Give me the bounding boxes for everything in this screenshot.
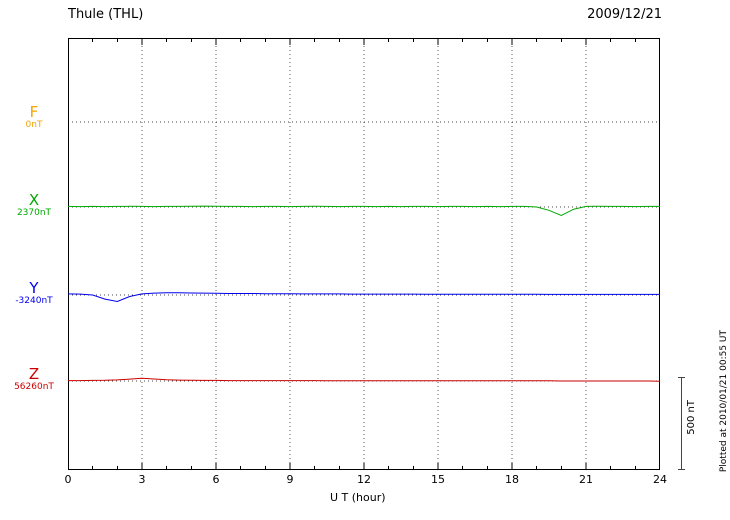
- x-axis-label: U T (hour): [330, 491, 386, 504]
- xtick-18: 18: [505, 473, 519, 486]
- channel-baseline-y: -3240nT: [15, 295, 53, 306]
- scale-bar-tick-bottom: [678, 469, 685, 470]
- xtick-21: 21: [579, 473, 593, 486]
- xtick-9: 9: [286, 473, 294, 486]
- xtick-0: 0: [64, 473, 72, 486]
- scale-bar-tick-top: [678, 377, 685, 378]
- channel-letter-f: F: [29, 103, 39, 121]
- xtick-12: 12: [357, 473, 371, 486]
- page-title: Thule (THL): [68, 7, 144, 22]
- date-label: 2009/12/21: [587, 7, 662, 22]
- channel-baseline-z: 56260nT: [14, 381, 54, 392]
- channel-letter-z: Z: [28, 365, 40, 383]
- magnetogram-plot: [68, 38, 660, 470]
- channel-baseline-x: 2370nT: [16, 207, 52, 218]
- channel-label-x: X 2370nT: [6, 192, 62, 218]
- xtick-6: 6: [212, 473, 220, 486]
- scale-bar: [681, 377, 682, 470]
- xtick-15: 15: [431, 473, 445, 486]
- channel-label-f: F 0nT: [6, 104, 62, 130]
- plotted-at-note: Plotted at 2010/01/21 00:55 UT: [719, 329, 729, 472]
- xtick-24: 24: [653, 473, 667, 486]
- channel-label-y: Y -3240nT: [6, 280, 62, 306]
- channel-letter-y: Y: [29, 279, 39, 297]
- channel-baseline-f: 0nT: [25, 119, 43, 130]
- channel-label-z: Z 56260nT: [6, 366, 62, 392]
- channel-letter-x: X: [28, 191, 40, 209]
- xtick-3: 3: [138, 473, 146, 486]
- scale-bar-label: 500 nT: [686, 400, 697, 435]
